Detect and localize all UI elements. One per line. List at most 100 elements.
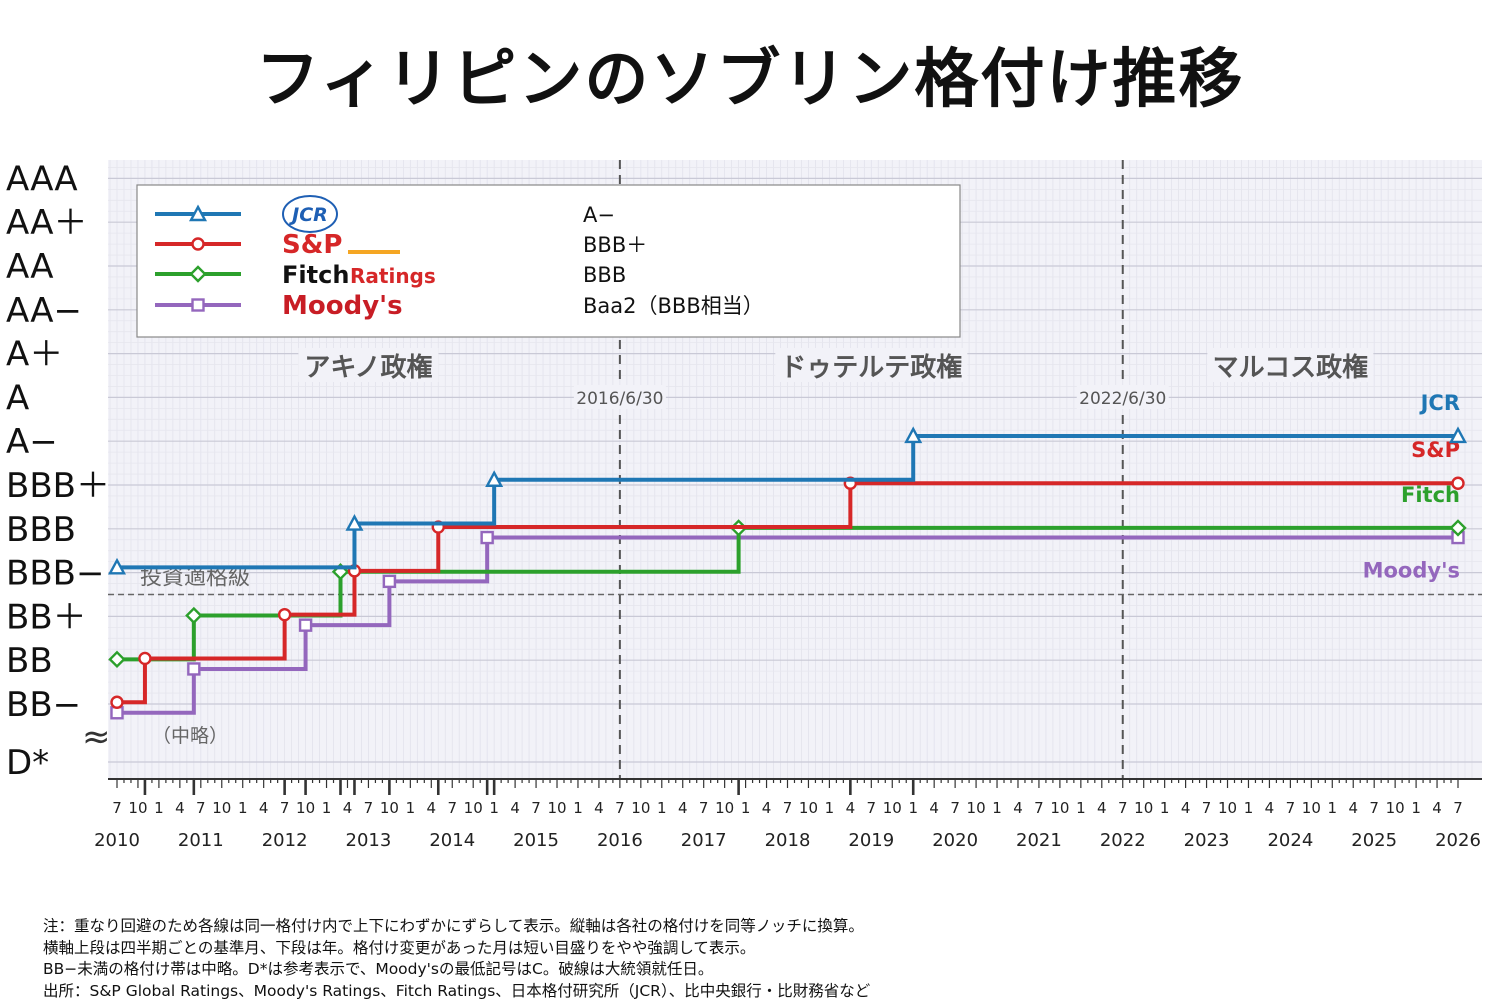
x-quarter-label: 10 [547,799,566,817]
x-year-label: 2014 [429,830,475,851]
x-year-label: 2013 [346,830,392,851]
data-point [193,300,204,311]
legend-box [137,185,960,337]
x-year-label: 2011 [178,830,224,851]
x-quarter-label: 4 [427,799,437,817]
x-quarter-label: 4 [1181,799,1191,817]
x-quarter-label: 4 [1432,799,1442,817]
x-quarter-label: 10 [380,799,399,817]
x-quarter-label: 7 [1286,799,1296,817]
x-quarter-label: 1 [573,799,583,817]
x-quarter-label: 4 [1265,799,1275,817]
fitch-logo-sub: Ratings [350,264,436,288]
x-quarter-label: 1 [657,799,667,817]
x-quarter-label: 1 [1411,799,1421,817]
y-tick-label: D* [6,743,49,783]
note-line: 出所：S&P Global Ratings、Moody's Ratings、Fi… [43,981,870,1002]
inauguration-label: 2022/6/30 [1079,389,1166,409]
x-quarter-label: 7 [950,799,960,817]
x-quarter-label: 10 [1218,799,1237,817]
x-quarter-label: 10 [1386,799,1405,817]
x-quarter-label: 4 [1348,799,1358,817]
x-quarter-label: 4 [1013,799,1023,817]
x-year-label: 2020 [932,830,978,851]
x-quarter-label: 4 [343,799,353,817]
era-label: アキノ政権 [304,352,432,383]
x-quarter-label: 7 [1453,799,1463,817]
y-tick-label: BB− [6,685,81,725]
y-tick-label: BBB− [6,554,104,594]
x-quarter-label: 7 [867,799,877,817]
x-quarter-label: 10 [212,799,231,817]
x-quarter-label: 10 [631,799,650,817]
x-quarter-label: 7 [615,799,625,817]
y-tick-label: AA [6,247,53,287]
x-quarter-label: 1 [154,799,164,817]
moodys-logo-text: Moody's [282,291,403,321]
x-quarter-label: 10 [128,799,147,817]
data-point [279,609,290,620]
x-quarter-label: 1 [741,799,751,817]
x-quarter-label: 1 [825,799,835,817]
x-quarter-label: 7 [1369,799,1379,817]
x-quarter-label: 7 [1202,799,1212,817]
x-quarter-label: 7 [699,799,709,817]
note-line: 横軸上段は四半期ごとの基準月、下段は年。格付け変更があった月は短い目盛りをやや強… [43,938,870,960]
x-quarter-label: 10 [1302,799,1321,817]
x-quarter-label: 7 [364,799,374,817]
data-point [482,532,493,543]
axis-break-label: （中略） [152,725,228,747]
x-quarter-label: 10 [967,799,986,817]
legend-rating-fitch: BBB [583,263,626,287]
data-point [139,653,150,664]
y-tick-label: AA− [6,291,82,331]
x-quarter-label: 10 [883,799,902,817]
x-quarter-label: 7 [196,799,206,817]
series-label: Moody's [1363,559,1460,583]
x-year-label: 2019 [848,830,894,851]
data-point [193,239,204,250]
x-quarter-label: 1 [489,799,499,817]
data-point [188,663,199,674]
x-year-label: 2025 [1351,830,1397,851]
inauguration-label: 2016/6/30 [576,389,663,409]
y-tick-label: BB [6,641,53,681]
y-tick-label: BBB [6,510,76,550]
x-quarter-label: 1 [908,799,918,817]
x-year-label: 2016 [597,830,643,851]
x-quarter-label: 4 [259,799,269,817]
notes: 注：重なり回避のため各線は同一格付け内で上下にわずかにずらして表示。縦軸は各社の… [43,916,870,1002]
y-tick-label: BB＋ [6,597,87,637]
note-line: BB−未満の格付け帯は中略。D*は参考表示で、Moody'sの最低記号はC。破線… [43,959,870,981]
data-point [112,697,123,708]
x-quarter-label: 10 [296,799,315,817]
x-quarter-label: 4 [175,799,185,817]
y-tick-label: A− [6,422,58,462]
era-label: マルコス政権 [1213,352,1368,383]
y-tick-label: A [6,378,29,418]
x-quarter-label: 7 [447,799,457,817]
y-tick-label: BBB＋ [6,466,110,506]
y-tick-label: A＋ [6,335,63,375]
axis-break-symbol: ≈ [82,717,111,757]
x-quarter-label: 1 [1160,799,1170,817]
era-label: ドゥテルテ政権 [780,352,962,383]
x-quarter-label: 7 [1118,799,1128,817]
x-quarter-label: 7 [783,799,793,817]
x-quarter-label: 4 [1097,799,1107,817]
data-point [1453,478,1464,489]
x-quarter-label: 7 [280,799,290,817]
x-year-label: 2015 [513,830,559,851]
x-year-label: 2023 [1184,830,1230,851]
x-quarter-label: 1 [406,799,416,817]
x-quarter-label: 10 [1050,799,1069,817]
x-quarter-label: 4 [510,799,520,817]
fitch-logo-text: Fitch [282,261,349,289]
x-year-label: 2026 [1435,830,1481,851]
x-year-label: 2021 [1016,830,1062,851]
jcr-logo-text: JCR [288,204,328,226]
x-quarter-label: 1 [992,799,1002,817]
series-label: Fitch [1401,483,1460,507]
